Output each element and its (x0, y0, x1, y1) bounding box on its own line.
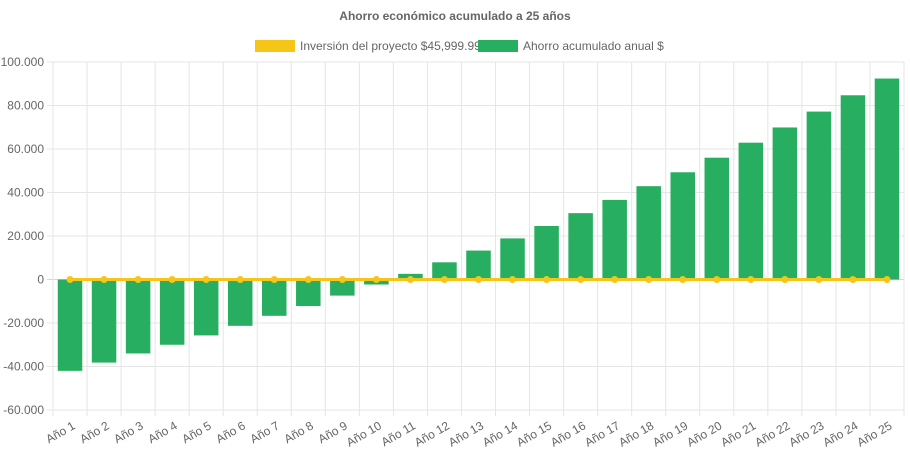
bar-ahorro-20[interactable] (704, 157, 730, 280)
point-inversion-5[interactable] (202, 276, 210, 283)
legend-label-investment: Inversión del proyecto $45,999.99 (300, 39, 481, 53)
y-tick-label: -60.000 (3, 403, 44, 417)
x-tick-label: Año 6 (214, 418, 248, 446)
y-axis: 100.000 80.000 60.000 40.000 20.000 0 -20.000 -… (1, 55, 45, 417)
point-inversion-22[interactable] (781, 276, 789, 283)
legend-item-savings[interactable]: Ahorro acumulado anual $ (478, 39, 664, 53)
bar-ahorro-19[interactable] (670, 172, 695, 280)
legend-swatch-investment (255, 40, 295, 52)
chart-title: Ahorro económico acumulado a 25 años (339, 9, 571, 23)
x-tick-label: Año 23 (786, 418, 826, 449)
x-tick-label: Año 4 (145, 418, 179, 446)
x-tick-label: Año 5 (180, 418, 214, 446)
bar-ahorro-18[interactable] (636, 186, 661, 280)
x-axis: Año 1 Año 2 Año 3 Año 4 Año 5 Año 6 Año 7 Año 8… (43, 418, 894, 449)
bar-ahorro-22[interactable] (772, 127, 798, 280)
x-tick-label: Año 22 (752, 418, 792, 449)
x-tick-label: Año 18 (616, 418, 656, 449)
legend-item-investment[interactable]: Inversión del proyecto $45,999.99 (255, 39, 481, 53)
bar-ahorro-14[interactable] (500, 238, 525, 280)
point-inversion-1[interactable] (66, 276, 74, 283)
point-inversion-13[interactable] (475, 276, 482, 283)
x-tick-label: Año 1 (43, 418, 77, 446)
x-tick-label: Año 17 (582, 418, 622, 449)
point-inversion-24[interactable] (849, 276, 857, 283)
y-tick-label: 100.000 (1, 55, 45, 69)
legend: Inversión del proyecto $45,999.99 Ahorro… (255, 39, 664, 53)
bar-ahorro-9[interactable] (330, 279, 355, 296)
bar-ahorro-21[interactable] (738, 142, 764, 280)
bars-layer (57, 78, 900, 371)
bar-ahorro-15[interactable] (534, 225, 559, 280)
bar-ahorro-23[interactable] (806, 111, 832, 280)
bar-ahorro-1[interactable] (57, 279, 83, 371)
bar-ahorro-25[interactable] (874, 78, 900, 280)
point-inversion-20[interactable] (713, 276, 721, 283)
point-inversion-21[interactable] (747, 276, 755, 283)
bar-ahorro-5[interactable] (193, 279, 219, 336)
y-tick-label: -20.000 (3, 316, 44, 330)
point-inversion-23[interactable] (815, 276, 823, 283)
point-inversion-17[interactable] (611, 276, 619, 283)
point-inversion-14[interactable] (509, 276, 517, 283)
x-tick-label: Año 25 (855, 418, 895, 449)
point-inversion-3[interactable] (134, 276, 142, 283)
y-tick-label: 20.000 (7, 229, 44, 243)
bar-ahorro-6[interactable] (227, 279, 253, 326)
x-tick-label: Año 8 (282, 418, 316, 446)
y-tick-label: 0 (37, 273, 44, 287)
legend-swatch-savings (478, 40, 518, 52)
line-layer (66, 276, 891, 283)
point-inversion-15[interactable] (543, 276, 551, 283)
bar-ahorro-12[interactable] (432, 262, 457, 280)
x-tick-label: Año 14 (480, 418, 520, 449)
point-inversion-2[interactable] (100, 276, 108, 283)
legend-label-savings: Ahorro acumulado anual $ (523, 39, 664, 53)
x-tick-label: Año 16 (548, 418, 588, 449)
y-tick-label: 80.000 (7, 99, 44, 113)
y-tick-label: -40.000 (3, 360, 44, 374)
bar-ahorro-13[interactable] (466, 250, 491, 280)
point-inversion-8[interactable] (304, 276, 312, 283)
point-inversion-6[interactable] (236, 276, 244, 283)
x-tick-label: Año 20 (684, 418, 724, 449)
x-tick-label: Año 24 (820, 418, 860, 449)
x-tick-label: Año 3 (111, 418, 145, 446)
bar-ahorro-17[interactable] (602, 199, 627, 280)
x-tick-label: Año 7 (248, 418, 282, 446)
x-tick-label: Año 10 (344, 418, 384, 449)
bar-ahorro-8[interactable] (296, 279, 321, 307)
bar-ahorro-24[interactable] (840, 95, 866, 280)
x-tick-label: Año 2 (77, 418, 111, 446)
point-inversion-18[interactable] (645, 276, 653, 283)
point-inversion-7[interactable] (270, 276, 278, 283)
bar-ahorro-3[interactable] (125, 279, 151, 354)
point-inversion-25[interactable] (883, 276, 891, 283)
bar-ahorro-7[interactable] (262, 279, 287, 316)
x-tick-label: Año 11 (379, 418, 418, 449)
x-tick-label: Año 9 (316, 418, 350, 446)
x-tick-label: Año 12 (412, 418, 452, 449)
y-tick-label: 40.000 (7, 186, 44, 200)
point-inversion-19[interactable] (679, 276, 687, 283)
point-inversion-9[interactable] (338, 276, 346, 283)
x-tick-label: Año 19 (650, 418, 690, 449)
x-tick-label: Año 15 (514, 418, 554, 449)
bar-ahorro-2[interactable] (91, 279, 117, 363)
point-inversion-16[interactable] (577, 276, 585, 283)
point-inversion-11[interactable] (406, 276, 414, 283)
y-tick-label: 60.000 (7, 142, 44, 156)
point-inversion-12[interactable] (440, 276, 448, 283)
point-inversion-10[interactable] (372, 276, 380, 283)
x-tick-label: Año 13 (446, 418, 486, 449)
x-tick-label: Año 21 (718, 418, 758, 449)
point-inversion-4[interactable] (168, 276, 176, 283)
bar-ahorro-4[interactable] (159, 279, 185, 345)
bar-ahorro-16[interactable] (568, 213, 593, 280)
